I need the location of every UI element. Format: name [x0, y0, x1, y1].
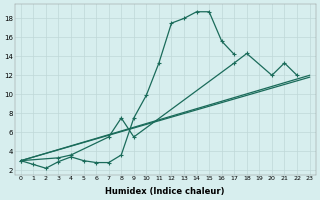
X-axis label: Humidex (Indice chaleur): Humidex (Indice chaleur) — [106, 187, 225, 196]
